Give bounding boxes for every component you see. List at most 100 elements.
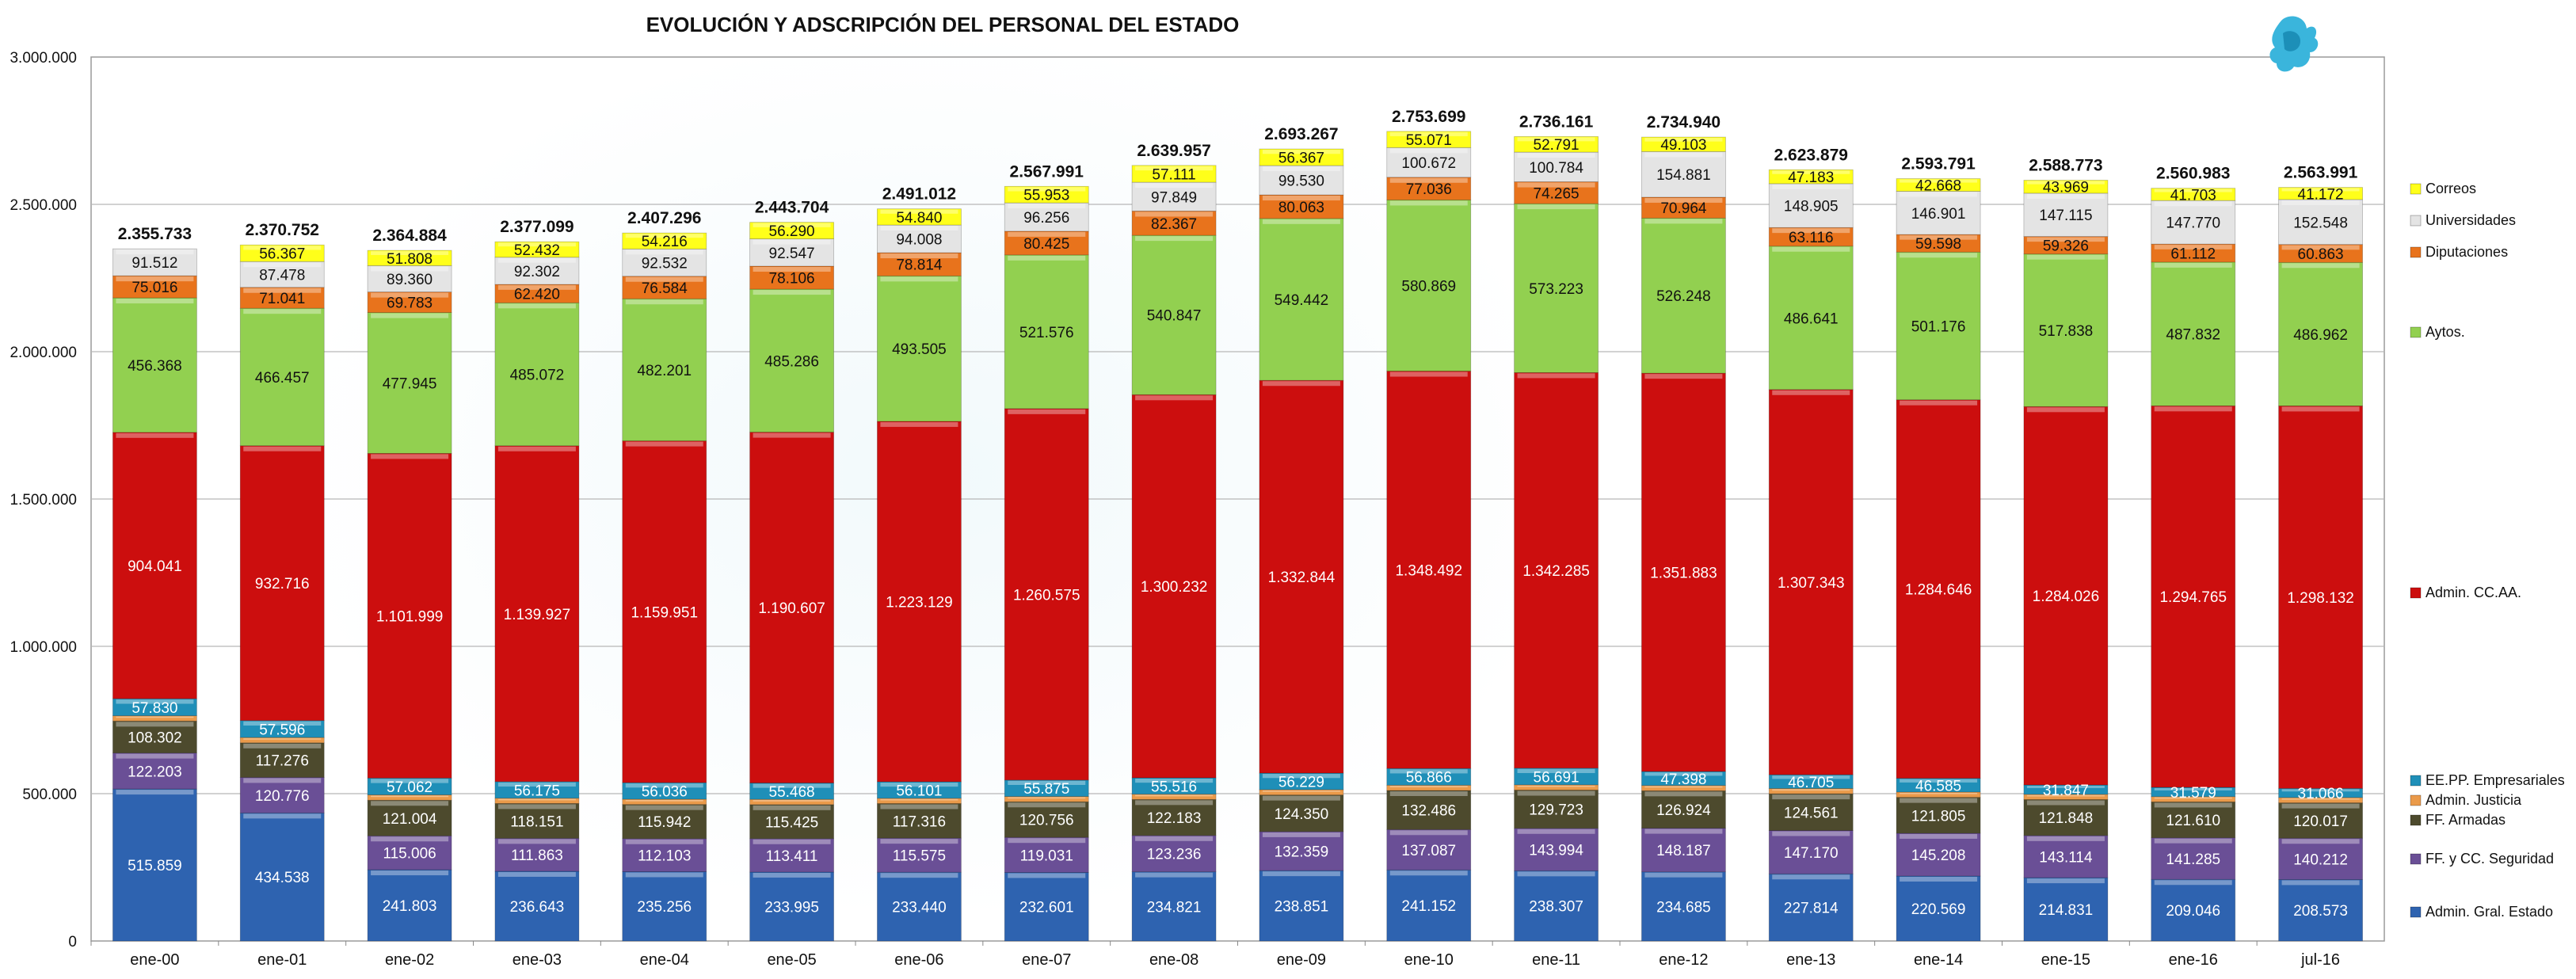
- bar-value-label: 1.348.492: [1395, 562, 1462, 579]
- bar-segment: [494, 445, 580, 783]
- bar-value-label: 143.994: [1529, 843, 1583, 859]
- bar-segment-shine: [497, 782, 576, 787]
- bar-segment: [1896, 251, 1981, 401]
- bar-value-label: 482.201: [637, 363, 692, 379]
- bar-segment: [1768, 183, 1854, 228]
- bar-segment-shine: [2026, 836, 2105, 841]
- bar-value-label: 238.851: [1275, 899, 1329, 916]
- bar-total-label: 2.407.296: [627, 209, 701, 227]
- bar-value-label: 41.703: [2170, 187, 2216, 204]
- bar-value-label: 80.063: [1278, 200, 1324, 216]
- bar-segment-shine: [625, 299, 703, 305]
- bar-value-label: 233.995: [764, 899, 819, 916]
- bar-total-label: 2.736.161: [1519, 112, 1594, 131]
- bar-segment: [1259, 148, 1344, 166]
- bar-segment-shine: [2026, 193, 2105, 199]
- legend-entry-label: Diputaciones: [2425, 244, 2508, 260]
- bar-segment-shine: [1262, 790, 1340, 792]
- bar-segment: [622, 804, 707, 840]
- bar-segment: [367, 452, 452, 779]
- bar-value-label: 129.723: [1529, 802, 1583, 819]
- bar-value-label: 49.103: [1660, 137, 1706, 154]
- bar-segment: [622, 871, 707, 942]
- bar-segment-shine: [2281, 245, 2360, 250]
- legend-swatch: [2410, 814, 2422, 826]
- bar-segment-shine: [625, 783, 703, 788]
- bar-value-label: 152.548: [2293, 215, 2348, 231]
- bar-segment-shine: [1900, 792, 1978, 794]
- bar-value-label: 209.046: [2166, 903, 2220, 920]
- bar-segment: [1641, 196, 1726, 219]
- legend: Correos Universidades Diputaciones Aytos. Ad…: [2410, 181, 2565, 920]
- bar-segment-shine: [1900, 235, 1978, 240]
- bar-segment-shine: [1389, 200, 1468, 206]
- bar-segment-shine: [1389, 131, 1468, 136]
- bar-segment-shine: [1008, 409, 1086, 414]
- bar-segment-shine: [1900, 253, 1978, 258]
- bar-total-label: 2.753.699: [1392, 108, 1465, 126]
- bar-segment-shine: [497, 871, 576, 877]
- bar-segment-shine: [2281, 798, 2360, 800]
- bar-segment: [1386, 371, 1472, 769]
- bar-value-label: 119.031: [1020, 848, 1073, 864]
- bar-value-label: 456.368: [128, 358, 182, 375]
- bar-segment: [2278, 199, 2363, 246]
- bar-segment: [1768, 793, 1854, 831]
- bar-segment-shine: [2026, 794, 2105, 797]
- bar-segment-shine: [2154, 802, 2232, 808]
- legend-entry-label: Admin. Justicia: [2425, 792, 2522, 808]
- bar-segment: [749, 265, 834, 290]
- bar-segment-shine: [2154, 838, 2232, 844]
- bar-value-label: 515.859: [128, 858, 182, 874]
- bar-value-label: 1.284.026: [2033, 589, 2100, 605]
- bar-segment-shine: [116, 753, 194, 759]
- bar-value-label: 41.172: [2298, 186, 2344, 203]
- legend-entry-label: FF. Armadas: [2425, 812, 2506, 828]
- bar-value-label: 487.832: [2166, 327, 2220, 344]
- bar-value-label: 121.848: [2039, 810, 2094, 827]
- bar-segment: [1386, 790, 1472, 830]
- bar-value-label: 55.953: [1023, 188, 1069, 204]
- bar-value-label: 100.784: [1529, 160, 1583, 177]
- bar-value-label: 111.863: [511, 848, 563, 864]
- x-tick-label: ene-14: [1914, 951, 1963, 969]
- bar-segment-shine: [1135, 183, 1214, 189]
- bar-segment: [112, 248, 197, 276]
- bar-value-label: 51.808: [387, 251, 433, 268]
- bar-value-label: 1.190.607: [758, 600, 825, 617]
- bar-value-label: 214.831: [2039, 902, 2094, 919]
- bar-segment-shine: [243, 446, 322, 451]
- gridlines: [91, 204, 2384, 794]
- bar-value-label: 74.265: [1534, 185, 1580, 202]
- bar-segment: [1896, 791, 1981, 798]
- bar-segment-shine: [1008, 838, 1086, 844]
- legend-entry-label: FF. y CC. Seguridad: [2425, 851, 2554, 867]
- bar-segment: [1896, 832, 1981, 877]
- legend-swatch: [2410, 775, 2422, 787]
- bar-segment-shine: [116, 699, 194, 704]
- bar-value-label: 113.411: [766, 848, 818, 865]
- bar-segment-shine: [497, 446, 576, 451]
- bar-value-label: 235.256: [637, 899, 692, 916]
- bar-segment-shine: [1900, 876, 1978, 882]
- bar-value-label: 241.803: [383, 898, 437, 915]
- bar-value-label: 146.901: [1911, 206, 1966, 223]
- bar-total-label: 2.588.773: [2029, 157, 2102, 175]
- bar-segment: [622, 440, 707, 783]
- bar-segment: [2151, 243, 2236, 263]
- bar-total-label: 2.639.957: [1137, 142, 1210, 160]
- bar-value-label: 82.367: [1151, 216, 1197, 233]
- bar-segment-shine: [1900, 779, 1978, 783]
- bar-segment-shine: [243, 738, 322, 740]
- bar-segment: [2151, 878, 2236, 942]
- bar-segment-shine: [116, 432, 194, 438]
- bar-segment-shine: [2026, 878, 2105, 884]
- bar-segment: [1259, 772, 1344, 790]
- bar-segment: [1259, 218, 1344, 381]
- bar-segment: [1768, 169, 1854, 185]
- bar-value-label: 1.307.343: [1778, 575, 1845, 592]
- y-tick-label: 1.500.000: [10, 492, 77, 509]
- x-tick-label: ene-05: [767, 951, 816, 969]
- bar-segment-shine: [1517, 373, 1595, 379]
- bar-segment-shine: [2154, 787, 2232, 790]
